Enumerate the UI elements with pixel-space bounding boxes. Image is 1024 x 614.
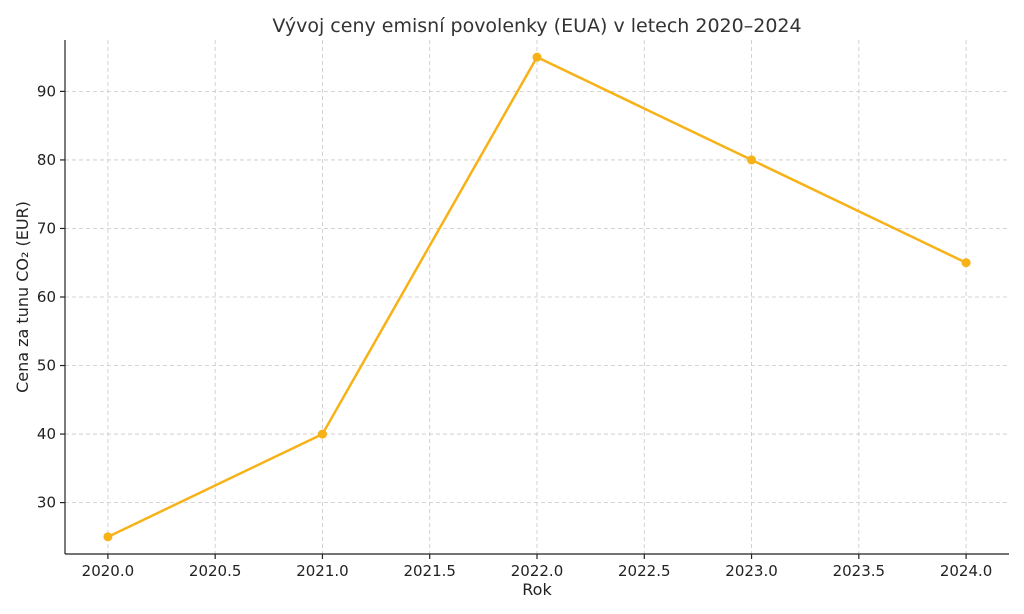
x-tick-label: 2020.5	[189, 562, 242, 580]
x-tick-label: 2022.0	[511, 562, 564, 580]
series-layer	[103, 52, 971, 542]
y-tick-label: 70	[37, 219, 56, 237]
x-tick-label: 2023.0	[725, 562, 778, 580]
y-tick-label: 60	[37, 288, 56, 306]
y-tick-label: 50	[37, 357, 56, 375]
x-tick-label: 2024.0	[940, 562, 993, 580]
data-point	[961, 258, 971, 268]
x-tick-label: 2021.0	[296, 562, 349, 580]
y-tick-label: 30	[37, 494, 56, 512]
x-axis-label: Rok	[522, 580, 552, 599]
data-point	[747, 155, 757, 165]
data-point	[103, 532, 113, 542]
y-tick-label: 80	[37, 151, 56, 169]
y-tick-label: 40	[37, 425, 56, 443]
x-tick-label: 2023.5	[833, 562, 886, 580]
grid	[65, 40, 1009, 554]
y-axis-ticks: 30 40 50 60 70 80 90	[37, 82, 65, 512]
y-tick-label: 90	[37, 82, 56, 100]
data-point	[532, 52, 542, 62]
x-tick-label: 2021.5	[403, 562, 456, 580]
data-point	[317, 429, 327, 439]
x-tick-label: 2022.5	[618, 562, 671, 580]
chart-title: Vývoj ceny emisní povolenky (EUA) v lete…	[272, 15, 801, 37]
y-axis-label: Cena za tunu CO₂ (EUR)	[13, 201, 32, 393]
x-tick-label: 2020.0	[82, 562, 135, 580]
x-axis-ticks: 2020.0 2020.5 2021.0 2021.5 2022.0 2022.5 2023…	[82, 554, 993, 580]
